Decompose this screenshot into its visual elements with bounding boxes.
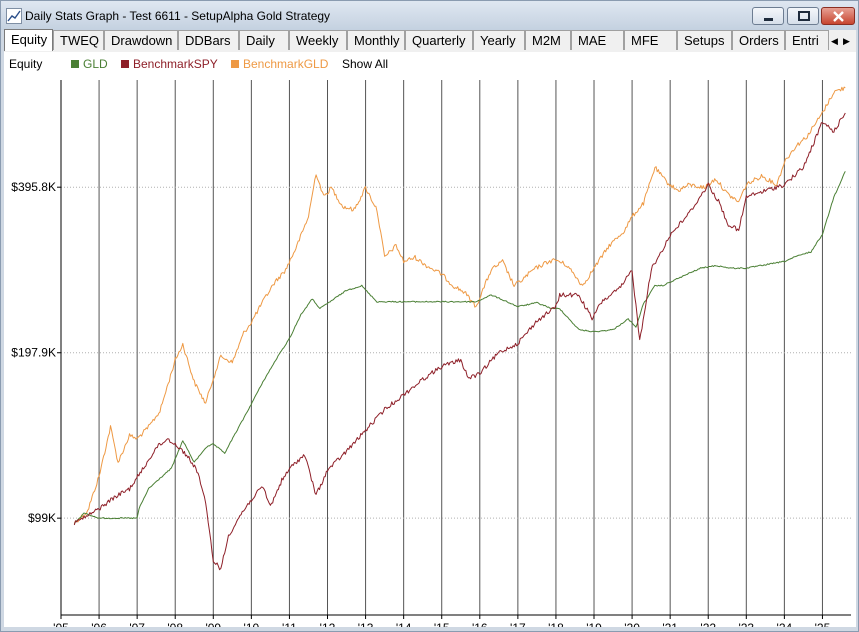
legend-swatch <box>231 60 239 68</box>
tab-monthly[interactable]: Monthly <box>347 30 405 50</box>
x-tick-label: '12 <box>320 621 336 627</box>
tab-ddbars[interactable]: DDBars <box>178 30 239 50</box>
y-tick-label: $99K <box>28 511 56 525</box>
x-tick-label: '05 <box>53 621 69 627</box>
x-tick-label: '23 <box>738 621 754 627</box>
tab-yearly[interactable]: Yearly <box>473 30 525 50</box>
close-button[interactable] <box>821 7 855 25</box>
client-area: Equity TWEQ Drawdown DDBars Daily Weekly… <box>4 29 856 632</box>
title-bar[interactable]: Daily Stats Graph - Test 6611 - SetupAlp… <box>1 1 858 30</box>
x-tick-label: '10 <box>244 621 260 627</box>
tab-mfe[interactable]: MFE <box>624 30 677 50</box>
equity-chart: $99K $197.9K $395.8K '05 '06 '07 '08 '09 '10 '11 '… <box>4 74 856 632</box>
legend-item-gld[interactable]: GLD <box>71 57 108 71</box>
minimize-button[interactable] <box>752 7 784 25</box>
x-tick-label: '07 <box>129 621 145 627</box>
tab-quarterly[interactable]: Quarterly <box>405 30 473 50</box>
legend-swatch <box>71 60 79 68</box>
maximize-icon <box>798 11 810 21</box>
tab-setups[interactable]: Setups <box>677 30 732 50</box>
tab-tweq[interactable]: TWEQ <box>53 30 104 50</box>
tab-equity[interactable]: Equity <box>4 29 53 51</box>
tab-daily[interactable]: Daily <box>239 30 289 50</box>
x-tick-label: '09 <box>205 621 221 627</box>
y-tick-label: $197.9K <box>11 346 56 360</box>
tab-entries[interactable]: Entri <box>785 30 829 50</box>
x-tick-label: '14 <box>396 621 412 627</box>
show-all-button[interactable]: Show All <box>342 57 389 71</box>
x-tick-label: '18 <box>548 621 564 627</box>
x-tick-label: '21 <box>662 621 678 627</box>
x-tick-label: '19 <box>586 621 602 627</box>
window-title: Daily Stats Graph - Test 6611 - SetupAlp… <box>25 9 331 23</box>
legend-bar: Equity GLD BenchmarkSPY BenchmarkGLD Sho… <box>4 52 856 74</box>
maximize-button[interactable] <box>787 7 819 25</box>
x-tick-label: '24 <box>777 621 793 627</box>
close-icon <box>833 11 844 22</box>
legend-item-benchmarkgld[interactable]: BenchmarkGLD <box>231 57 328 71</box>
series-line-benchmarkspy <box>73 112 846 571</box>
legend-item-benchmarkspy[interactable]: BenchmarkSPY <box>121 57 218 71</box>
y-tick-label: $395.8K <box>11 180 56 194</box>
x-tick-label: '17 <box>510 621 526 627</box>
tab-mae[interactable]: MAE <box>571 30 624 50</box>
tab-orders[interactable]: Orders <box>732 30 785 50</box>
tab-strip: Equity TWEQ Drawdown DDBars Daily Weekly… <box>4 29 856 52</box>
tab-scroll-right-icon[interactable]: ▶ <box>843 36 850 46</box>
x-tick-label: '15 <box>434 621 450 627</box>
tab-drawdown[interactable]: Drawdown <box>104 30 178 50</box>
x-tick-label: '20 <box>624 621 640 627</box>
series-line-gld <box>73 171 846 524</box>
x-tick-label: '11 <box>282 621 297 627</box>
x-tick-label: '06 <box>91 621 107 627</box>
tab-m2m[interactable]: M2M <box>525 30 571 50</box>
tab-weekly[interactable]: Weekly <box>289 30 347 50</box>
legend-title: Equity <box>9 57 43 71</box>
series-line-benchmarkgld <box>73 86 846 524</box>
x-tick-label: '16 <box>472 621 488 627</box>
x-tick-label: '25 <box>815 621 831 627</box>
x-tick-label: '13 <box>358 621 374 627</box>
equity-chart-svg: $99K $197.9K $395.8K '05 '06 '07 '08 '09 '10 '11 '… <box>11 80 851 632</box>
minimize-icon <box>764 18 773 21</box>
x-tick-label: '22 <box>700 621 716 627</box>
graph-icon <box>6 8 22 24</box>
tab-scroll-left-icon[interactable]: ◀ <box>831 36 838 46</box>
legend-swatch <box>121 60 129 68</box>
x-tick-label: '08 <box>167 621 183 627</box>
